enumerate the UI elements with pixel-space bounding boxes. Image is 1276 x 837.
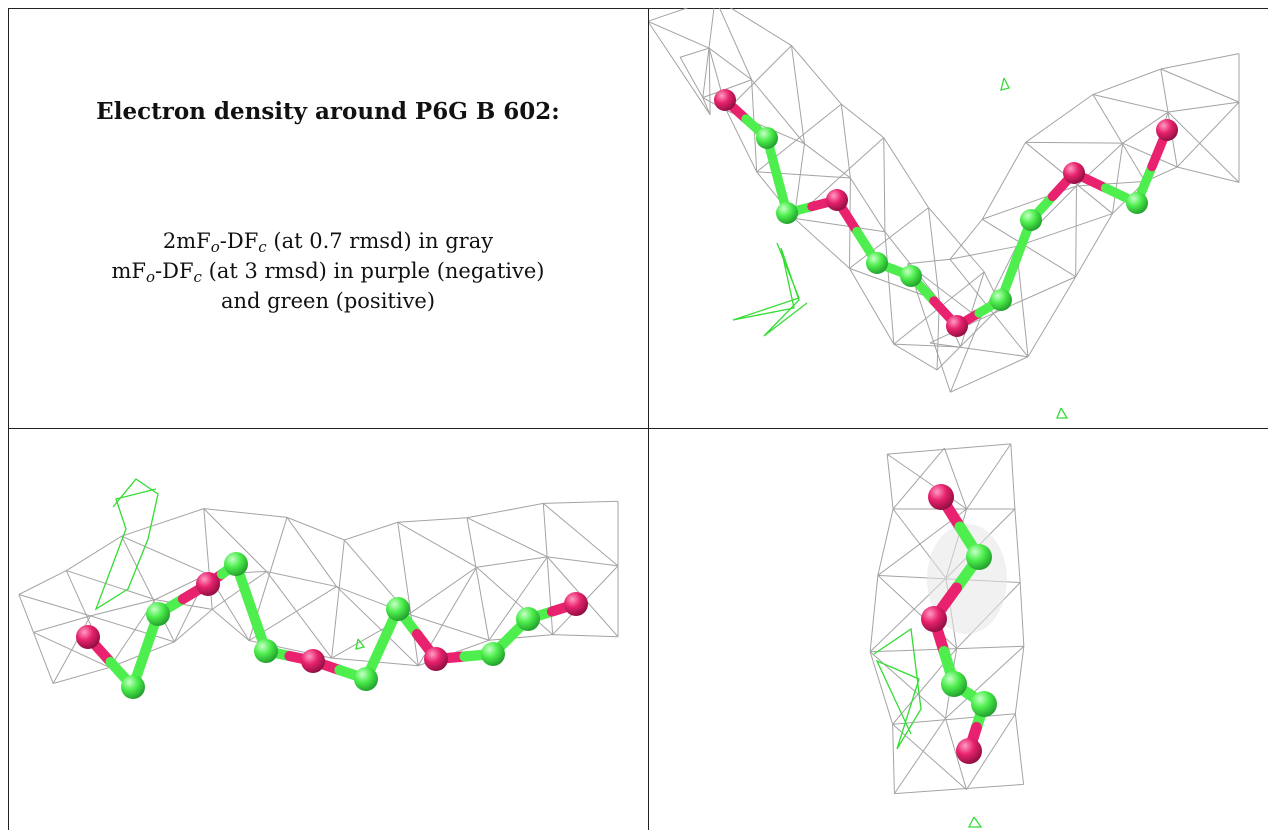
density-view-top-right — [649, 8, 1240, 419]
carbon-atom — [941, 671, 967, 697]
carbon-atom — [386, 597, 410, 621]
carbon-atom — [254, 639, 278, 663]
figure-title: Electron density around P6G B 602: — [96, 98, 560, 125]
view-bottom-right — [649, 429, 1268, 830]
carbon-atom — [900, 265, 922, 287]
positive-difference-mesh — [355, 638, 366, 650]
oxygen-atom — [946, 315, 968, 337]
oxygen-atom — [301, 649, 325, 673]
carbon-atom — [1126, 192, 1148, 214]
density-view-bottom-left — [18, 478, 619, 699]
carbon-atom — [756, 127, 778, 149]
positive-difference-mesh — [1000, 77, 1010, 91]
carbon-atom — [121, 675, 145, 699]
carbon-atom — [481, 642, 505, 666]
oxygen-atom — [826, 189, 848, 211]
carbon-atom — [146, 602, 170, 626]
density-mesh — [907, 53, 1240, 393]
oxygen-atom — [424, 647, 448, 671]
carbon-atom — [776, 202, 798, 224]
oxygen-atom — [196, 572, 220, 596]
caption-line-3: and green (positive) — [220, 289, 436, 313]
carbon-atom — [516, 607, 540, 631]
positive-difference-mesh — [1056, 407, 1069, 419]
oxygen-atom — [1156, 119, 1178, 141]
oxygen-atom — [714, 89, 736, 111]
oxygen-atom — [1063, 162, 1085, 184]
figure-caption: 2mFo-DFc (at 0.7 rmsd) in gray mFo-DFc (… — [8, 226, 648, 316]
positive-difference-mesh — [873, 627, 922, 750]
border-middle-horizontal — [8, 428, 1268, 429]
carbon-atom — [1020, 209, 1042, 231]
view-top-right — [649, 8, 1268, 428]
carbon-atom — [966, 544, 992, 570]
caption-line-1: 2mFo-DFc (at 0.7 rmsd) in gray — [162, 229, 494, 256]
carbon-atom — [866, 252, 888, 274]
oxygen-atom — [564, 592, 588, 616]
oxygen-atom — [921, 606, 947, 632]
oxygen-atom — [76, 625, 100, 649]
oxygen-atom — [956, 738, 982, 764]
figure-grid: Electron density around P6G B 602: 2mFo-… — [8, 8, 1268, 830]
carbon-atom — [224, 552, 248, 576]
carbon-atom — [990, 289, 1012, 311]
density-view-bottom-right — [869, 443, 1025, 828]
border-middle-vertical — [648, 8, 649, 830]
carbon-atom — [354, 667, 378, 691]
positive-difference-mesh — [967, 816, 983, 828]
oxygen-atom — [928, 484, 954, 510]
border-left — [8, 8, 9, 830]
positive-difference-mesh — [94, 478, 159, 611]
caption-panel: Electron density around P6G B 602: 2mFo-… — [8, 8, 648, 428]
carbon-atom — [971, 691, 997, 717]
caption-line-2: mFo-DFc (at 3 rmsd) in purple (negative) — [111, 259, 545, 286]
border-top — [8, 8, 1268, 9]
view-bottom-left — [8, 429, 648, 830]
positive-difference-mesh — [732, 242, 808, 337]
